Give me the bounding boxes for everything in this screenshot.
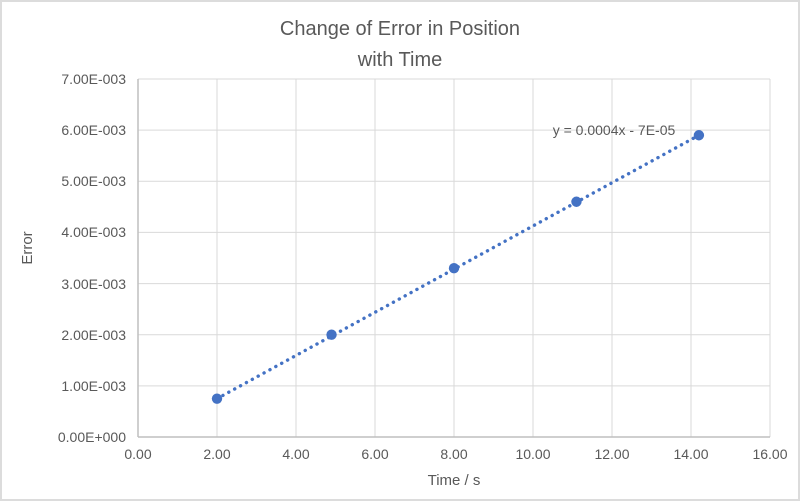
data-point-marker bbox=[326, 329, 337, 340]
y-tick-label: 5.00E-003 bbox=[61, 173, 126, 190]
data-point-marker bbox=[211, 393, 223, 404]
chart-title: Change of Error in Position with Time bbox=[279, 18, 521, 71]
data-point-marker bbox=[693, 130, 705, 141]
y-tick-label: 2.00E-003 bbox=[61, 326, 126, 343]
x-tick-label: 14.00 bbox=[673, 446, 709, 462]
y-tick-label: 0.00E+000 bbox=[57, 429, 126, 445]
data-point-marker bbox=[571, 196, 582, 207]
y-tick-label: 1.00E-003 bbox=[61, 377, 126, 394]
x-axis-title: Time / s bbox=[427, 472, 481, 489]
x-tick-label: 0.00 bbox=[124, 446, 152, 462]
y-tick-label: 7.00E-003 bbox=[61, 71, 126, 87]
y-tick-label: 4.00E-003 bbox=[61, 224, 126, 241]
x-tick-label: 10.00 bbox=[515, 446, 551, 462]
trendline-equation-label: y = 0.0004x - 7E-05 bbox=[552, 122, 676, 138]
y-tick-label: 3.00E-003 bbox=[61, 275, 126, 292]
x-tick-label: 8.00 bbox=[440, 446, 468, 462]
x-tick-label: 2.00 bbox=[203, 446, 231, 462]
x-tick-label: 12.00 bbox=[594, 446, 630, 462]
x-tick-label: 6.00 bbox=[361, 446, 389, 462]
y-tick-label: 6.00E-003 bbox=[61, 122, 126, 139]
x-tick-label: 4.00 bbox=[282, 446, 310, 462]
x-tick-label: 16.00 bbox=[752, 446, 788, 462]
data-point-marker bbox=[448, 263, 460, 274]
